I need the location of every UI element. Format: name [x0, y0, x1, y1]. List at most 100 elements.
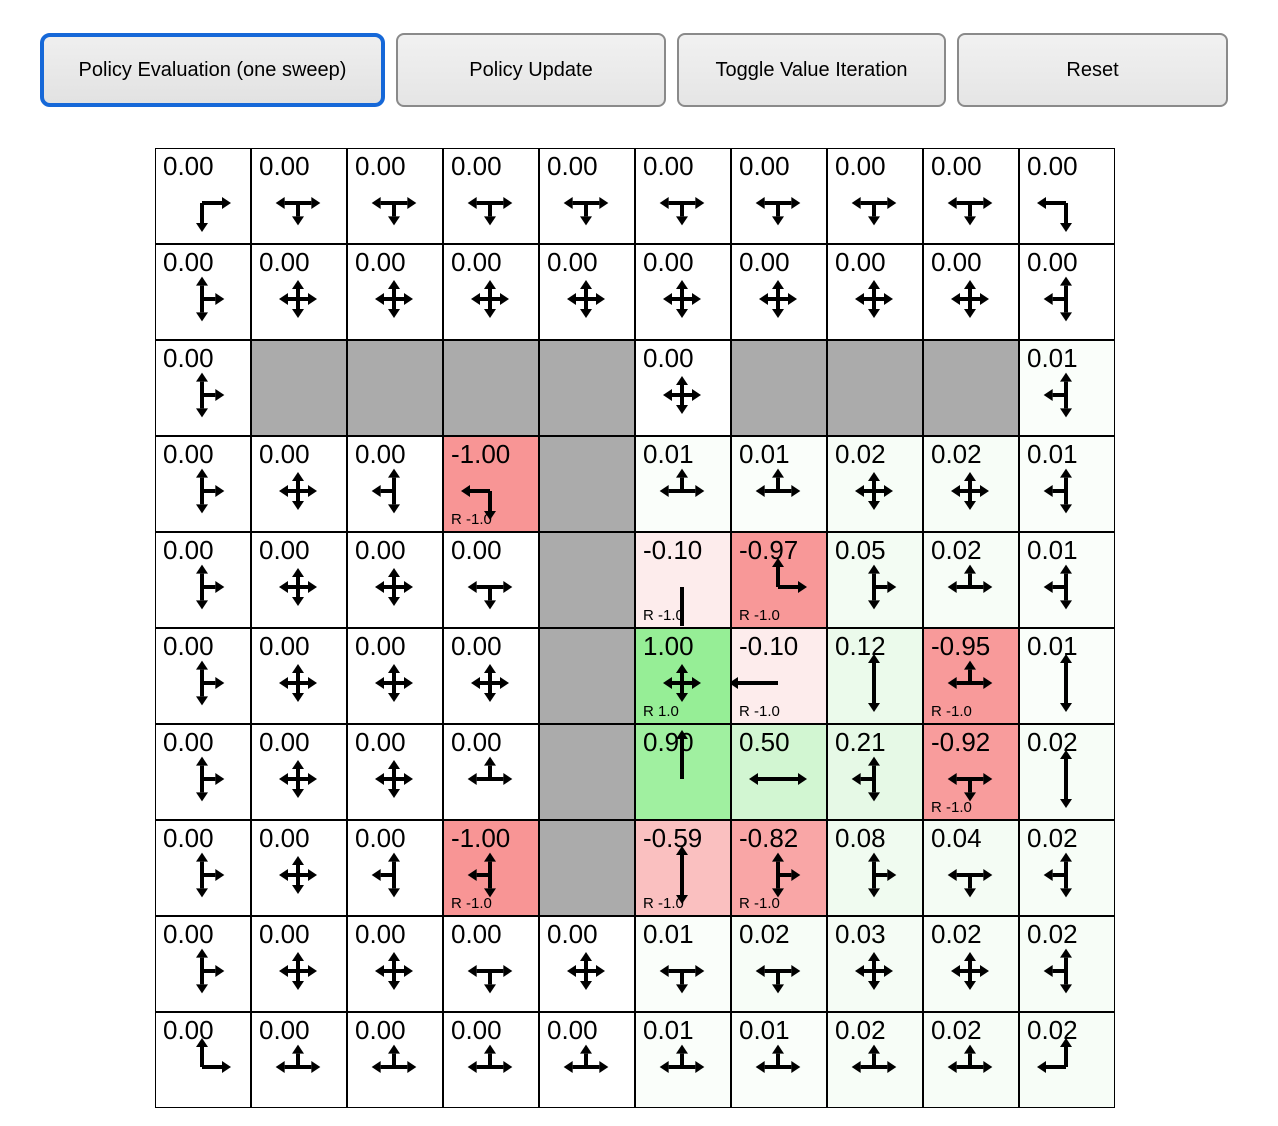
grid-cell[interactable]: 0.01 [635, 436, 731, 532]
grid-cell[interactable]: 0.00 [347, 820, 443, 916]
grid-cell[interactable]: 0.00 [1019, 148, 1115, 244]
grid-cell[interactable]: -1.00 R -1.0 [443, 820, 539, 916]
grid-cell[interactable]: 0.00 [347, 148, 443, 244]
grid-cell[interactable]: -0.95 R -1.0 [923, 628, 1019, 724]
grid-cell[interactable]: -1.00 R -1.0 [443, 436, 539, 532]
grid-cell[interactable]: 0.02 [827, 1012, 923, 1108]
grid-cell[interactable]: 0.00 [251, 148, 347, 244]
grid-cell[interactable]: 0.01 [1019, 436, 1115, 532]
grid-cell[interactable]: 0.00 [635, 244, 731, 340]
grid-cell[interactable]: 0.02 [923, 532, 1019, 628]
grid-cell[interactable]: 0.02 [731, 916, 827, 1012]
grid-cell[interactable]: 0.00 [155, 532, 251, 628]
grid-cell[interactable]: 0.00 [155, 820, 251, 916]
grid-cell[interactable]: 1.00 R 1.0 [635, 628, 731, 724]
grid-cell[interactable]: 0.05 [827, 532, 923, 628]
grid-cell[interactable]: 0.00 [539, 916, 635, 1012]
grid-cell[interactable]: 0.00 [443, 1012, 539, 1108]
grid-cell[interactable]: 0.00 [155, 724, 251, 820]
grid-cell[interactable]: 0.00 [347, 724, 443, 820]
grid-cell[interactable]: 0.01 [731, 1012, 827, 1108]
grid-cell[interactable]: 0.00 [923, 244, 1019, 340]
grid-cell[interactable]: 0.00 [539, 244, 635, 340]
grid-cell[interactable]: 0.00 [443, 532, 539, 628]
grid-cell[interactable]: -0.10 R -1.0 [731, 628, 827, 724]
wall-cell[interactable] [539, 820, 635, 916]
grid-cell[interactable]: 0.01 [731, 436, 827, 532]
wall-cell[interactable] [539, 532, 635, 628]
grid-cell[interactable]: 0.08 [827, 820, 923, 916]
wall-cell[interactable] [539, 628, 635, 724]
grid-cell[interactable]: -0.97 R -1.0 [731, 532, 827, 628]
grid-cell[interactable]: 0.00 [251, 532, 347, 628]
grid-cell[interactable]: 0.00 [539, 148, 635, 244]
policy-evaluation-button[interactable]: Policy Evaluation (one sweep) [40, 33, 385, 107]
grid-cell[interactable]: -0.82 R -1.0 [731, 820, 827, 916]
grid-cell[interactable]: 0.00 [155, 148, 251, 244]
grid-cell[interactable]: 0.00 [155, 916, 251, 1012]
grid-cell[interactable]: 0.00 [251, 724, 347, 820]
wall-cell[interactable] [539, 436, 635, 532]
grid-cell[interactable]: 0.00 [1019, 244, 1115, 340]
grid-cell[interactable]: 0.00 [347, 532, 443, 628]
grid-cell[interactable]: 0.02 [827, 436, 923, 532]
grid-cell[interactable]: 0.50 [731, 724, 827, 820]
grid-cell[interactable]: 0.02 [923, 1012, 1019, 1108]
wall-cell[interactable] [539, 724, 635, 820]
grid-cell[interactable]: 0.01 [635, 916, 731, 1012]
grid-cell[interactable]: 0.00 [347, 1012, 443, 1108]
wall-cell[interactable] [347, 340, 443, 436]
grid-cell[interactable]: 0.01 [1019, 340, 1115, 436]
grid-cell[interactable]: 0.00 [347, 244, 443, 340]
reset-button[interactable]: Reset [957, 33, 1228, 107]
grid-cell[interactable]: 0.00 [443, 148, 539, 244]
grid-cell[interactable]: 0.00 [251, 1012, 347, 1108]
grid-cell[interactable]: -0.59 R -1.0 [635, 820, 731, 916]
grid-cell[interactable]: 0.02 [1019, 1012, 1115, 1108]
grid-cell[interactable]: 0.00 [827, 244, 923, 340]
wall-cell[interactable] [923, 340, 1019, 436]
grid-cell[interactable]: 0.01 [635, 1012, 731, 1108]
grid-cell[interactable]: -0.10 R -1.0 [635, 532, 731, 628]
grid-cell[interactable]: 0.00 [347, 436, 443, 532]
grid-cell[interactable]: 0.12 [827, 628, 923, 724]
grid-cell[interactable]: 0.00 [731, 244, 827, 340]
grid-cell[interactable]: 0.00 [251, 244, 347, 340]
grid-cell[interactable]: 0.00 [635, 148, 731, 244]
grid-cell[interactable]: 0.02 [923, 916, 1019, 1012]
grid-cell[interactable]: 0.00 [155, 628, 251, 724]
grid-cell[interactable]: 0.00 [251, 436, 347, 532]
grid-cell[interactable]: 0.90 [635, 724, 731, 820]
grid-cell[interactable]: -0.92 R -1.0 [923, 724, 1019, 820]
grid-cell[interactable]: 0.00 [347, 628, 443, 724]
grid-cell[interactable]: 0.00 [731, 148, 827, 244]
grid-cell[interactable]: 0.00 [155, 340, 251, 436]
grid-cell[interactable]: 0.01 [1019, 628, 1115, 724]
grid-cell[interactable]: 0.02 [1019, 820, 1115, 916]
grid-cell[interactable]: 0.00 [155, 436, 251, 532]
wall-cell[interactable] [251, 340, 347, 436]
grid-cell[interactable]: 0.00 [155, 1012, 251, 1108]
grid-cell[interactable]: 0.01 [1019, 532, 1115, 628]
grid-cell[interactable]: 0.00 [539, 1012, 635, 1108]
grid-cell[interactable]: 0.00 [923, 148, 1019, 244]
grid-cell[interactable]: 0.00 [827, 148, 923, 244]
policy-update-button[interactable]: Policy Update [396, 33, 666, 107]
grid-cell[interactable]: 0.02 [1019, 724, 1115, 820]
grid-cell[interactable]: 0.00 [251, 916, 347, 1012]
grid-cell[interactable]: 0.04 [923, 820, 1019, 916]
grid-cell[interactable]: 0.00 [347, 916, 443, 1012]
grid-cell[interactable]: 0.02 [1019, 916, 1115, 1012]
grid-cell[interactable]: 0.21 [827, 724, 923, 820]
grid-cell[interactable]: 0.00 [251, 628, 347, 724]
grid-cell[interactable]: 0.02 [923, 436, 1019, 532]
grid-cell[interactable]: 0.00 [443, 724, 539, 820]
grid-cell[interactable]: 0.00 [443, 916, 539, 1012]
grid-cell[interactable]: 0.03 [827, 916, 923, 1012]
grid-cell[interactable]: 0.00 [443, 244, 539, 340]
wall-cell[interactable] [539, 340, 635, 436]
grid-cell[interactable]: 0.00 [635, 340, 731, 436]
wall-cell[interactable] [827, 340, 923, 436]
grid-cell[interactable]: 0.00 [155, 244, 251, 340]
grid-cell[interactable]: 0.00 [443, 628, 539, 724]
